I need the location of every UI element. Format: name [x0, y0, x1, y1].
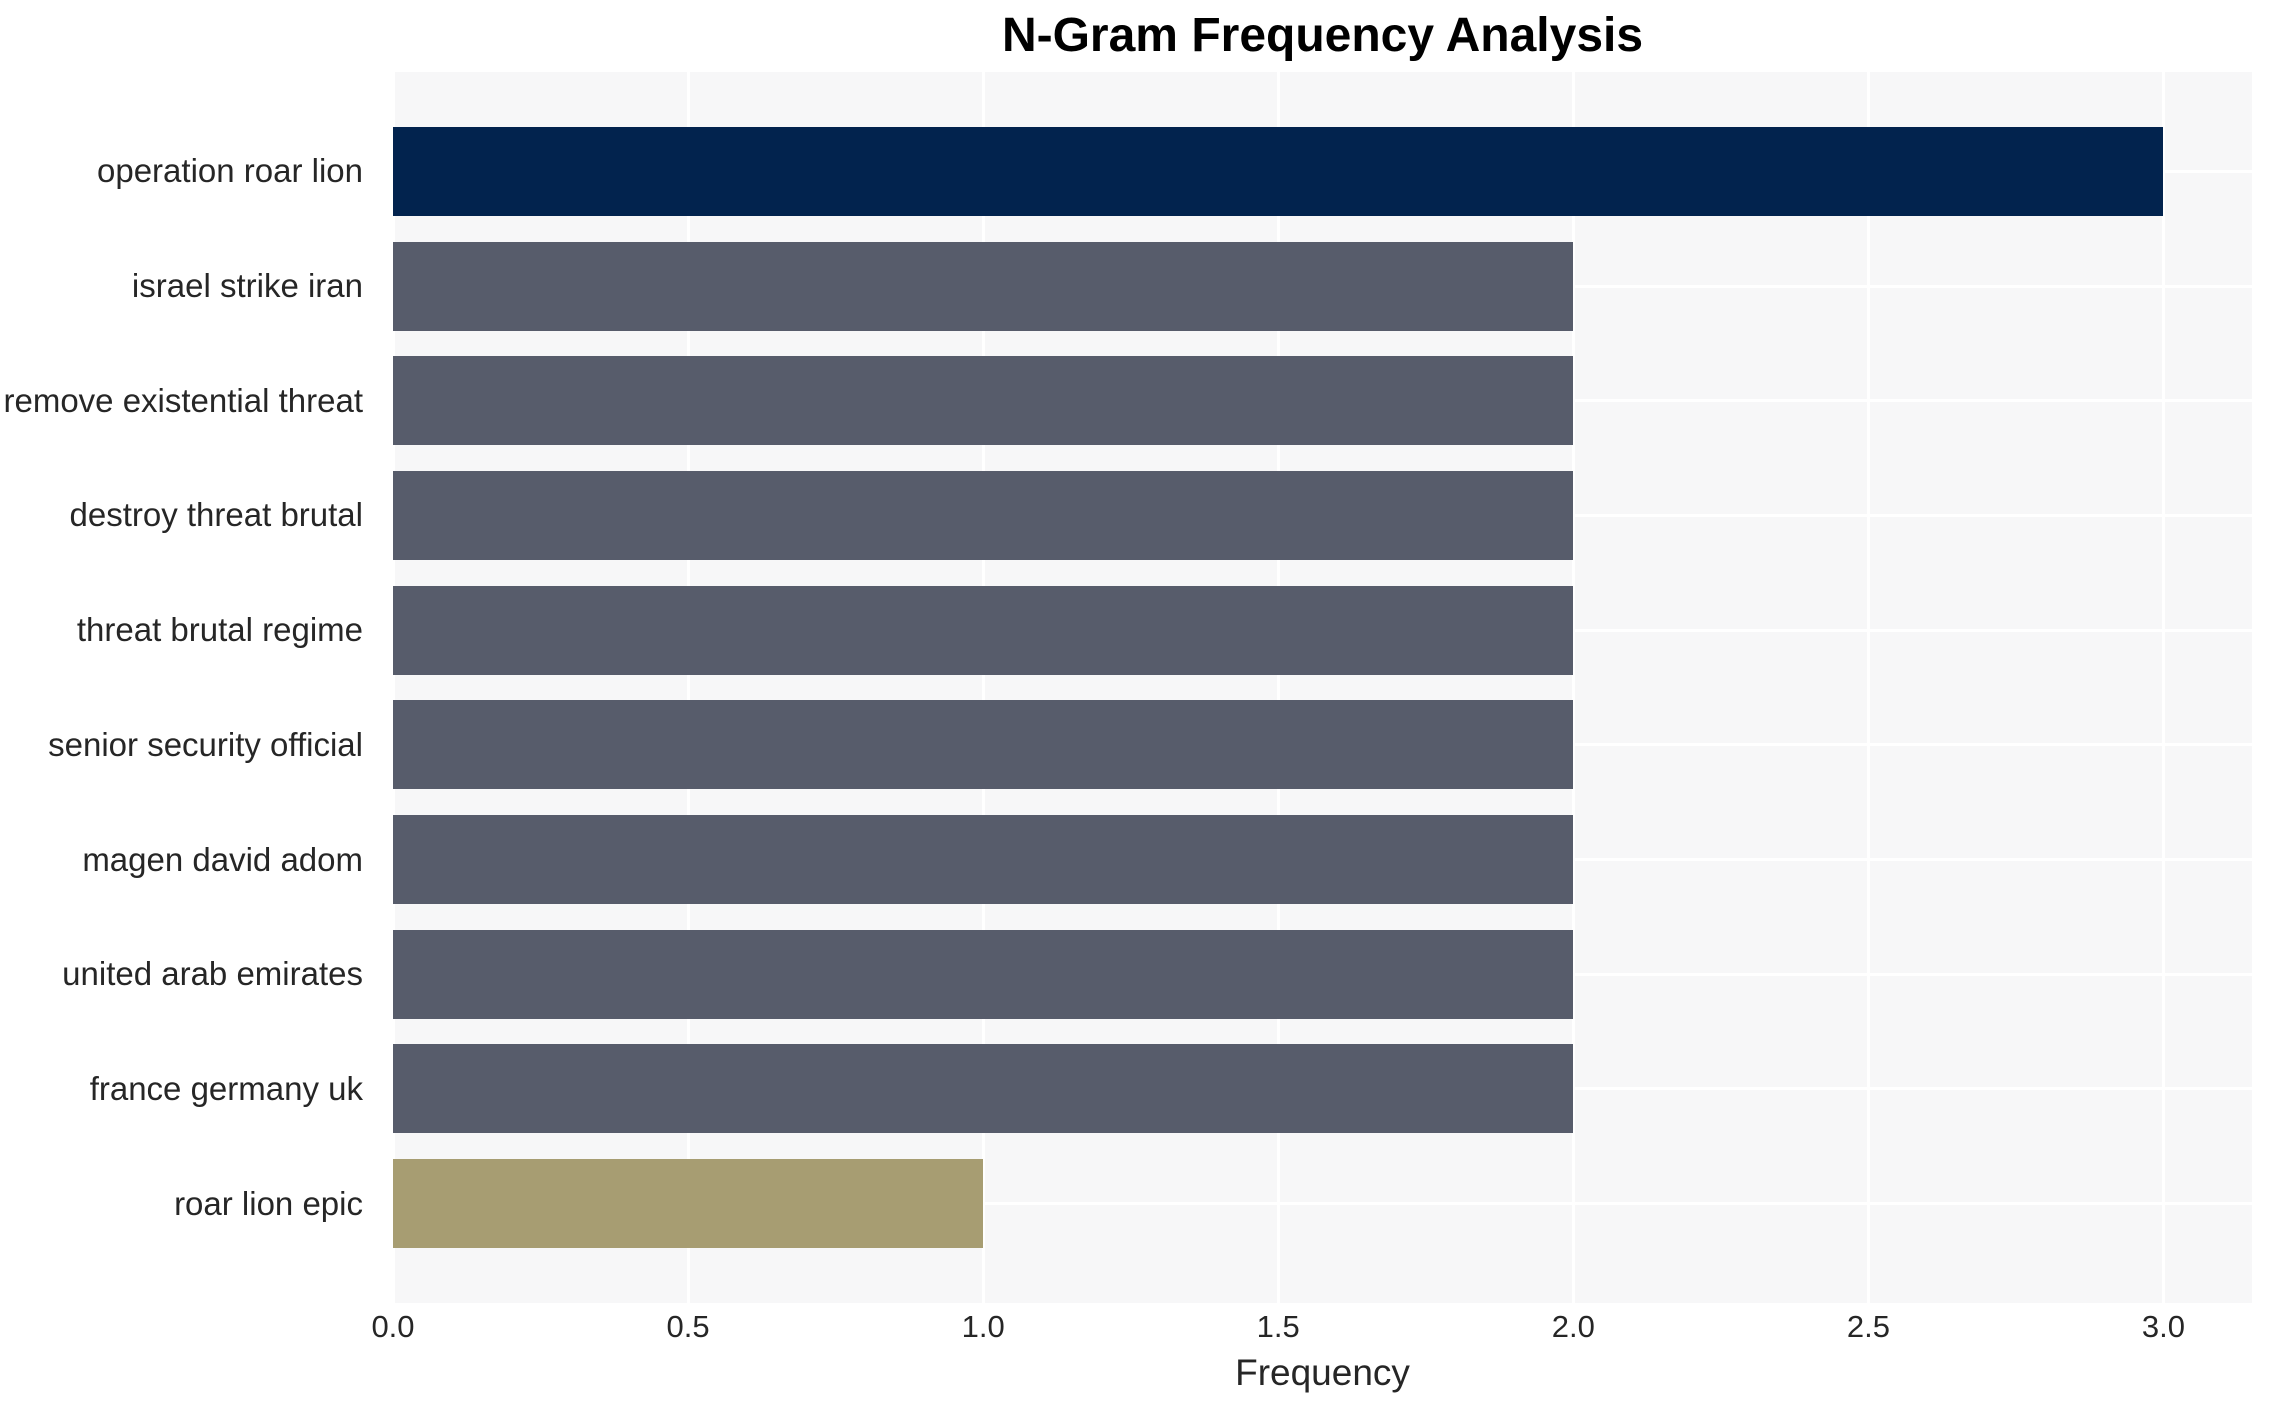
y-tick-label: senior security official [48, 725, 363, 763]
bar-united-arab-emirates [393, 929, 1574, 1019]
gridline-horizontal [393, 1202, 2252, 1206]
y-tick-label: operation roar lion [97, 152, 363, 190]
y-tick-label: threat brutal regime [76, 611, 363, 649]
y-tick-label: united arab emirates [62, 955, 363, 993]
plot-area [391, 72, 2252, 1303]
x-tick-label: 0.5 [666, 1309, 710, 1344]
bar-france-germany-uk [393, 1044, 1574, 1134]
x-tick-label: 1.5 [1256, 1309, 1300, 1344]
gridline-vertical [2161, 72, 2165, 1303]
bar-destroy-threat-brutal [393, 470, 1574, 560]
y-tick-label: france germany uk [89, 1069, 363, 1107]
bar-remove-existential-threat [393, 356, 1574, 446]
y-tick-label: remove existential threat [3, 381, 363, 419]
gridline-vertical [391, 72, 395, 1303]
bar-magen-david-adom [393, 815, 1574, 905]
y-tick-label: roar lion epic [174, 1184, 363, 1222]
x-tick-label: 0.0 [371, 1309, 415, 1344]
bar-operation-roar-lion [393, 126, 2164, 216]
y-tick-label: israel strike iran [131, 267, 363, 305]
bar-roar-lion-epic [393, 1159, 984, 1249]
x-axis-label: Frequency [1235, 1352, 1410, 1393]
bar-israel-strike-iran [393, 241, 1574, 331]
chart-title: N-Gram Frequency Analysis [1001, 9, 1644, 62]
y-tick-label: magen david adom [82, 840, 363, 878]
bar-threat-brutal-regime [393, 585, 1574, 675]
gridline-vertical [1866, 72, 1870, 1303]
x-tick-label: 1.0 [961, 1309, 1005, 1344]
gridline-vertical [1276, 72, 1280, 1303]
x-tick-label: 2.5 [1846, 1309, 1890, 1344]
gridline-vertical [686, 72, 690, 1303]
x-tick-label: 3.0 [2141, 1309, 2186, 1344]
bar-senior-security-official [393, 700, 1574, 790]
y-tick-label: destroy threat brutal [69, 496, 364, 534]
gridline-vertical [1571, 72, 1575, 1303]
x-tick-label: 2.0 [1551, 1309, 1595, 1344]
gridline-vertical [981, 72, 985, 1303]
